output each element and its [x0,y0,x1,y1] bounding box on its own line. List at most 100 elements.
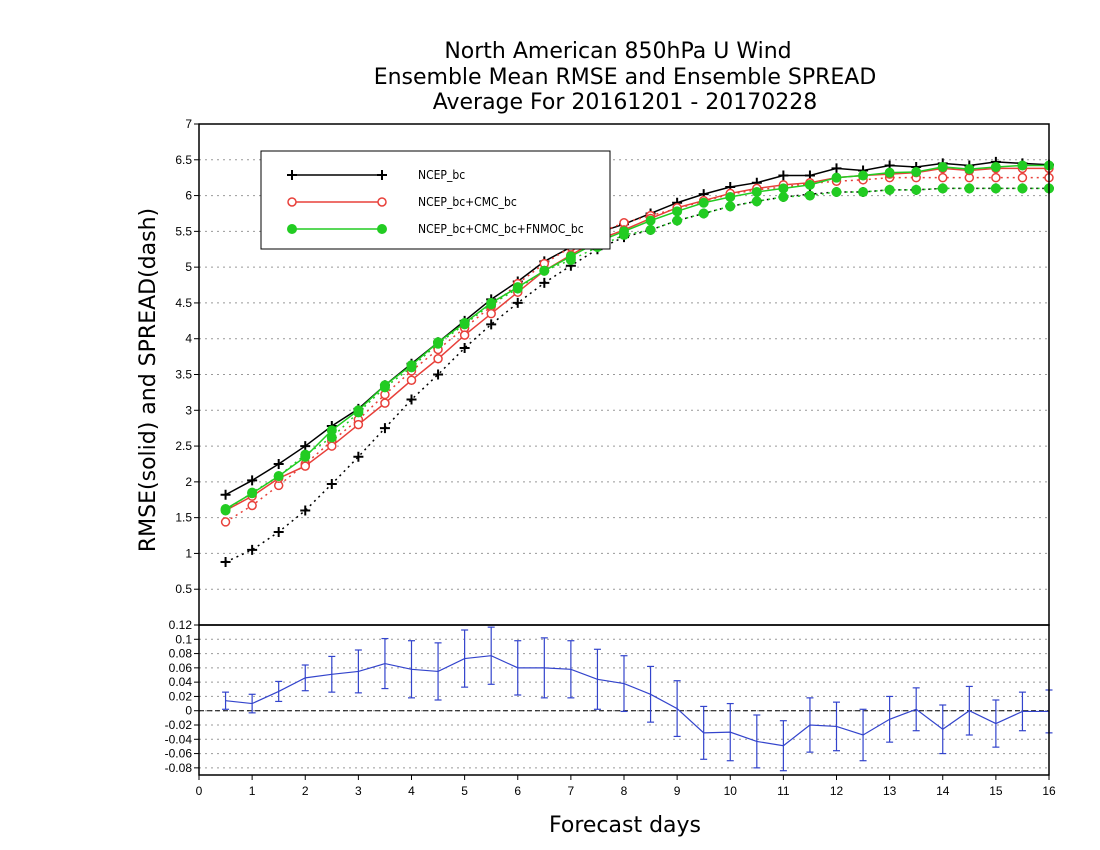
rmse-point-ncep-bc-cmc-bc-fnmoc-bc [539,265,550,276]
rmse-point-ncep-bc-cmc-bc-fnmoc-bc [911,166,922,177]
rmse-point-ncep-bc-cmc-bc [380,398,390,408]
spread-point-ncep-bc [247,544,258,555]
bottom-y-tick-label: 0.08 [169,647,193,661]
bottom-y-tick-label: 0.06 [169,661,193,675]
bottom-y-tick-label: 0.1 [175,632,192,646]
spread-point-ncep-bc [220,557,231,568]
top-y-tick-label: 6 [185,189,192,203]
spread-point-ncep-bc [326,479,337,490]
rmse-point-ncep-bc-cmc-bc-fnmoc-bc [353,405,364,416]
top-y-tick-label: 5.5 [175,224,192,238]
legend-marker-ncep-bc [287,170,297,180]
rmse-point-ncep-bc-cmc-bc-fnmoc-bc [619,226,629,237]
spread-point-ncep-bc-cmc-bc-fnmoc-bc [672,215,683,226]
rmse-point-ncep-bc-cmc-bc-fnmoc-bc [247,488,258,499]
rmse-point-ncep-bc-cmc-bc-fnmoc-bc [273,471,284,482]
legend-marker-ncep-bc [377,170,387,180]
spread-point-ncep-bc-cmc-bc [991,172,1001,183]
legend-marker-ncep-bc-cmc-bc [287,197,297,207]
x-tick-label: 16 [1042,784,1056,798]
rmse-point-ncep-bc-cmc-bc-fnmoc-bc [831,172,842,183]
rmse-point-ncep-bc-cmc-bc [459,330,470,340]
x-tick-label: 11 [777,784,790,798]
x-tick-label: 13 [883,784,897,798]
bottom-y-tick-label: -0.02 [165,718,193,732]
x-tick-label: 14 [936,784,950,798]
x-tick-label: 12 [830,784,844,798]
legend-marker-ncep-bc-cmc-bc-fnmoc-bc [287,224,297,234]
top-y-tick-label: 0.5 [175,582,192,596]
spread-point-ncep-bc [300,505,311,516]
rmse-point-ncep-bc-cmc-bc-fnmoc-bc [751,186,762,197]
x-tick-label: 9 [674,784,681,798]
spread-point-ncep-bc-cmc-bc [220,517,231,527]
spread-point-ncep-bc [539,277,550,288]
spread-point-ncep-bc [379,423,390,434]
spread-point-ncep-bc-cmc-bc [938,172,948,183]
spread-point-ncep-bc [353,451,364,462]
spread-point-ncep-bc-cmc-bc-fnmoc-bc [778,192,789,203]
rmse-point-ncep-bc-cmc-bc [353,419,364,430]
bottom-panel-series [222,626,1053,772]
bottom-y-tick-label: 0.04 [169,675,193,689]
spread-point-ncep-bc [459,343,470,354]
legend-marker-ncep-bc-cmc-bc-fnmoc-bc [377,224,387,234]
spread-point-ncep-bc-cmc-bc-fnmoc-bc [831,186,842,197]
x-axis-label: Forecast days [549,813,701,838]
bottom-y-tick-label: 0.02 [169,689,193,703]
rmse-point-ncep-bc [247,475,258,486]
rmse-point-ncep-bc-cmc-bc-fnmoc-bc [884,167,895,178]
legend-label-ncep-bc-cmc-bc-fnmoc-bc: NCEP_bc+CMC_bc+FNMOC_bc [418,222,584,236]
y-axis-label: RMSE(solid) and SPREAD(dash) [136,208,161,552]
spread-point-ncep-bc-cmc-bc-fnmoc-bc [751,196,762,207]
rmse-point-ncep-bc-cmc-bc-fnmoc-bc [486,297,497,308]
rmse-point-ncep-bc-cmc-bc-fnmoc-bc [379,380,390,391]
bottom-y-tick-label: 0.12 [169,618,193,632]
spread-point-ncep-bc [273,526,284,537]
rmse-point-ncep-bc-cmc-bc-fnmoc-bc [300,451,311,462]
rmse-point-ncep-bc [778,170,789,181]
x-axis-ticks: 0 1 2 3 4 5 6 7 8 9 10 11 12 13 14 15 16 [196,775,1056,798]
top-y-tick-label: 4 [185,332,192,346]
rmse-point-ncep-bc-cmc-bc-fnmoc-bc [1017,160,1028,171]
top-y-tick-label: 7 [185,117,192,131]
spread-point-ncep-bc-cmc-bc-fnmoc-bc [698,208,709,219]
x-tick-label: 3 [355,784,362,798]
chart-title: North American 850hPa U Wind Ensemble Me… [374,39,877,115]
top-y-tick-label: 1 [185,546,192,560]
rmse-point-ncep-bc-cmc-bc-fnmoc-bc [964,164,975,175]
rmse-point-ncep-bc-cmc-bc-fnmoc-bc [406,360,417,371]
top-y-tick-label: 3.5 [175,368,192,382]
difference-line [225,655,1049,747]
rmse-point-ncep-bc [273,458,284,469]
rmse-point-ncep-bc-cmc-bc [406,375,417,385]
x-tick-label: 6 [514,784,521,798]
top-y-tick-label: 3 [185,403,192,417]
rmse-point-ncep-bc-cmc-bc-fnmoc-bc [220,504,231,515]
x-tick-label: 10 [724,784,738,798]
spread-point-ncep-bc-cmc-bc-fnmoc-bc [911,184,922,195]
legend-label-ncep-bc-cmc-bc: NCEP_bc+CMC_bc [418,195,517,209]
x-tick-label: 2 [302,784,309,798]
spread-point-ncep-bc-cmc-bc-fnmoc-bc [804,190,815,201]
spread-point-ncep-bc-cmc-bc-fnmoc-bc [858,186,869,197]
spread-point-ncep-bc-cmc-bc [1017,172,1028,183]
legend-label-ncep-bc: NCEP_bc [418,168,465,182]
top-y-tick-label: 2.5 [175,439,192,453]
rmse-point-ncep-bc-cmc-bc [327,441,337,451]
bottom-y-tick-label: -0.08 [165,761,193,775]
x-tick-label: 15 [989,784,1003,798]
rmse-point-ncep-bc-cmc-bc-fnmoc-bc [937,161,948,172]
x-tick-label: 8 [621,784,628,798]
bottom-y-axis-ticks: -0.08-0.06-0.04-0.0200.020.040.060.080.1… [165,618,199,775]
spread-point-ncep-bc [406,394,417,405]
rmse-point-ncep-bc-cmc-bc-fnmoc-bc [433,337,444,348]
bottom-y-tick-label: 0 [185,704,192,718]
rmse-point-ncep-bc-cmc-bc-fnmoc-bc [778,183,789,194]
rmse-point-ncep-bc-cmc-bc [433,354,443,364]
x-tick-label: 4 [408,784,415,798]
spread-point-ncep-bc [512,297,523,308]
spread-point-ncep-bc-cmc-bc-fnmoc-bc [645,224,656,235]
spread-point-ncep-bc-cmc-bc-fnmoc-bc [1017,183,1028,194]
